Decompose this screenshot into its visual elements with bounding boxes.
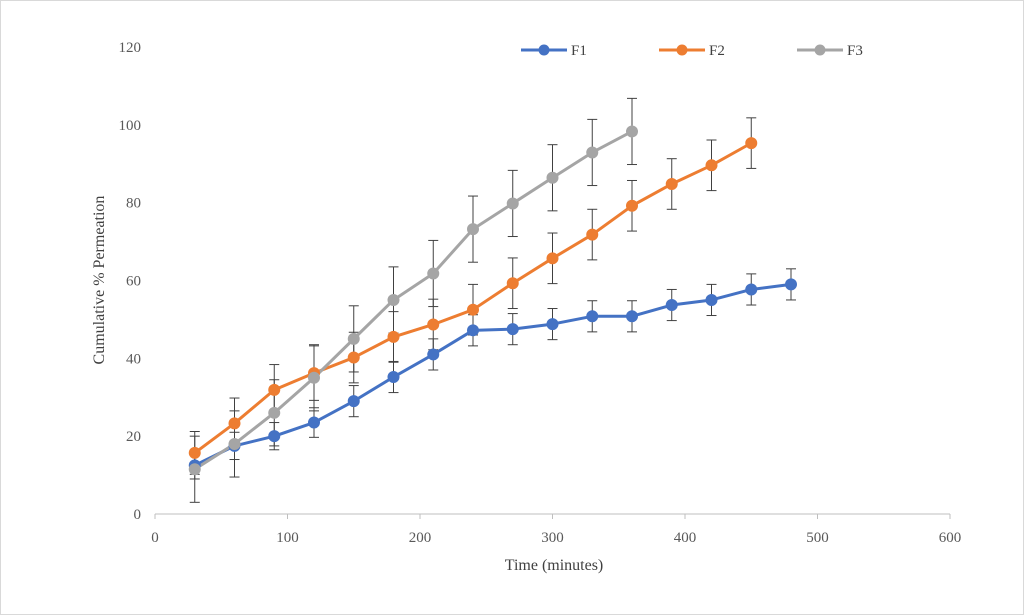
x-tick-label: 600 xyxy=(939,530,962,546)
data-point-f3 xyxy=(268,406,281,419)
data-point-f2 xyxy=(188,446,201,459)
data-point-f3 xyxy=(626,125,638,138)
data-point-f3 xyxy=(586,146,599,159)
data-point-f1 xyxy=(626,310,638,323)
x-tick-label: 0 xyxy=(151,530,159,546)
data-point-f3 xyxy=(228,437,241,450)
legend-label: F3 xyxy=(847,43,863,59)
data-point-f1 xyxy=(506,323,519,336)
data-point-f1 xyxy=(467,324,479,337)
x-tick-label: 500 xyxy=(806,530,829,546)
legend-label: F1 xyxy=(571,43,587,59)
y-tick-label: 40 xyxy=(126,351,141,367)
data-point-f1 xyxy=(745,283,758,296)
data-point-f1 xyxy=(785,278,797,291)
y-tick-label: 20 xyxy=(126,429,141,445)
data-point-f3 xyxy=(308,371,320,384)
data-point-f1 xyxy=(546,318,559,331)
data-point-f1 xyxy=(308,416,320,429)
data-point-f1 xyxy=(347,395,360,408)
data-point-f1 xyxy=(427,348,440,361)
series-line-f1 xyxy=(194,282,792,467)
data-point-f2 xyxy=(546,252,559,265)
y-tick-label: 80 xyxy=(126,196,141,212)
data-point-f3 xyxy=(546,171,559,184)
data-point-f2 xyxy=(745,137,758,150)
data-point-f1 xyxy=(705,293,718,306)
data-point-f2 xyxy=(228,417,241,430)
y-tick-label: 120 xyxy=(119,40,142,56)
data-point-f1 xyxy=(665,299,678,312)
data-point-f3 xyxy=(347,332,360,345)
series-line-f3 xyxy=(193,130,633,471)
legend-swatch-marker xyxy=(676,44,688,56)
data-point-f3 xyxy=(387,293,400,306)
x-tick-label: 200 xyxy=(409,530,432,546)
data-point-f2 xyxy=(347,351,360,364)
data-point-f2 xyxy=(586,228,599,241)
x-axis-title: Time (minutes) xyxy=(505,557,604,574)
y-tick-label: 100 xyxy=(119,118,142,134)
data-point-f1 xyxy=(586,310,599,323)
data-point-f1 xyxy=(387,371,400,384)
data-point-f2 xyxy=(705,159,718,172)
data-point-f1 xyxy=(268,430,281,443)
y-tick-label: 60 xyxy=(126,274,141,290)
data-point-f2 xyxy=(665,177,678,190)
y-tick-label: 0 xyxy=(134,507,142,523)
x-tick-label: 100 xyxy=(276,530,299,546)
data-point-f2 xyxy=(626,199,638,212)
legend-swatch-marker xyxy=(814,44,826,56)
data-point-f2 xyxy=(387,330,400,343)
data-point-f2 xyxy=(506,277,519,290)
data-point-f2 xyxy=(427,318,440,331)
x-tick-label: 300 xyxy=(541,530,564,546)
data-point-f2 xyxy=(467,303,479,316)
data-point-f2 xyxy=(268,383,281,396)
legend-swatch-marker xyxy=(538,44,550,56)
legend-label: F2 xyxy=(709,43,725,59)
data-point-f3 xyxy=(467,223,479,236)
data-point-f3 xyxy=(427,267,440,280)
x-tick-label: 400 xyxy=(674,530,697,546)
data-point-f3 xyxy=(506,197,519,210)
data-point-f3 xyxy=(188,463,201,476)
y-axis-title: Cumulative % Permeation xyxy=(91,196,108,365)
